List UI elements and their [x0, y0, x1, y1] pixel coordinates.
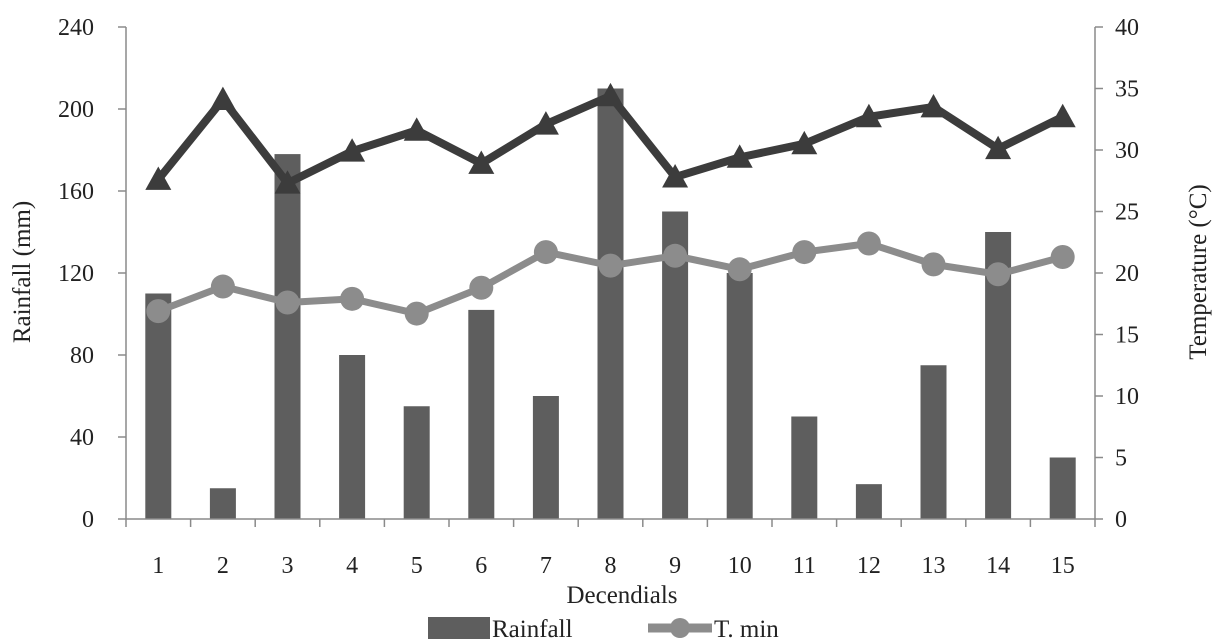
y2-tick-label: 25	[1115, 200, 1139, 226]
rainfall-bar	[274, 154, 301, 519]
tmin-point	[856, 231, 881, 256]
y-tick-label: 200	[58, 97, 94, 123]
y-tick-label: 80	[70, 343, 94, 369]
x-tick-label: 13	[922, 553, 946, 579]
y-tick-label: 240	[58, 15, 94, 41]
triangle-series-point	[468, 150, 495, 174]
y-tick-label: 0	[82, 507, 94, 533]
x-tick-label: 4	[346, 553, 358, 579]
y-axis-title: Rainfall (mm)	[9, 201, 36, 343]
y2-axis-title: Temperature (°C)	[1185, 184, 1212, 360]
triangle-series-point	[339, 138, 366, 162]
rainfall-bar	[1049, 457, 1076, 519]
triangle-series-point	[855, 103, 882, 128]
rainfall-bar	[726, 273, 753, 519]
legend-tmin-marker	[670, 618, 690, 638]
tmin-point	[727, 257, 752, 282]
rainfall-bar	[468, 309, 495, 519]
rainfall-bar	[532, 396, 559, 519]
x-tick-label: 15	[1051, 553, 1075, 579]
rainfall-bar	[597, 88, 624, 519]
triangle-series-point	[726, 144, 753, 168]
tmin-point	[275, 290, 300, 315]
tmin-point	[921, 252, 946, 277]
temperature-lines	[145, 82, 1076, 326]
axes	[118, 26, 1103, 527]
legend-tmin-label: T. min	[714, 616, 779, 641]
triangle-series-point	[532, 111, 559, 135]
x-tick-label: 7	[540, 553, 552, 579]
tmin-point	[210, 274, 235, 299]
y2-tick-label: 10	[1115, 384, 1139, 410]
tmin-point	[598, 253, 623, 278]
tmin-point	[469, 275, 494, 300]
rainfall-bar	[339, 355, 366, 519]
y2-tick-label: 0	[1115, 507, 1127, 533]
rainfall-bar	[209, 488, 236, 519]
triangle-series-point	[597, 82, 624, 107]
tmin-point	[340, 286, 365, 311]
rainfall-bar	[403, 406, 430, 519]
y2-tick-label: 30	[1115, 138, 1139, 164]
x-tick-label: 5	[411, 553, 423, 579]
legend-rainfall-swatch	[428, 617, 490, 639]
rainfall-bars	[145, 88, 1076, 519]
y-tick-label: 120	[58, 261, 94, 287]
legend: Rainfall T. min	[428, 616, 779, 641]
x-tick-label: 6	[475, 553, 487, 579]
x-tick-label: 1	[152, 553, 164, 579]
tmin-point	[533, 240, 558, 265]
triangle-series-point	[985, 135, 1012, 160]
x-tick-label: 2	[217, 553, 229, 579]
y2-tick-label: 40	[1115, 15, 1139, 41]
x-tick-label: 8	[605, 553, 617, 579]
x-tick-label: 12	[857, 553, 881, 579]
rainfall-bar	[920, 365, 947, 519]
rainfall-bar	[855, 484, 882, 519]
x-tick-label: 9	[669, 553, 681, 579]
tmin-point	[146, 299, 171, 324]
x-axis-title: Decendials	[566, 582, 677, 609]
x-tick-label: 10	[728, 553, 752, 579]
y2-tick-label: 20	[1115, 261, 1139, 287]
y2-tick-label: 5	[1115, 446, 1127, 472]
tmin-point	[792, 240, 817, 265]
rainfall-bar	[145, 293, 172, 519]
x-tick-label: 3	[282, 553, 294, 579]
legend-rainfall-label: Rainfall	[492, 616, 573, 641]
triangle-series-point	[791, 130, 818, 155]
triangle-series-point	[209, 86, 236, 110]
triangle-series-point	[920, 93, 947, 118]
x-tick-label: 14	[986, 553, 1010, 579]
tmin-point	[986, 262, 1011, 287]
tmin-point	[663, 243, 688, 268]
triangle-series-point	[403, 117, 430, 141]
triangle-series-point	[662, 164, 689, 188]
triangle-series-point	[274, 170, 301, 194]
y2-tick-label: 15	[1115, 323, 1139, 349]
triangle-series-point	[1049, 103, 1076, 128]
y2-tick-label: 35	[1115, 77, 1139, 103]
tmin-point	[1050, 245, 1075, 270]
triangle-series-point	[145, 166, 172, 190]
y-tick-label: 40	[70, 425, 94, 451]
y-tick-label: 160	[58, 179, 94, 205]
tmin-point	[404, 301, 429, 326]
rainfall-bar	[791, 416, 818, 519]
x-tick-label: 11	[793, 553, 816, 579]
